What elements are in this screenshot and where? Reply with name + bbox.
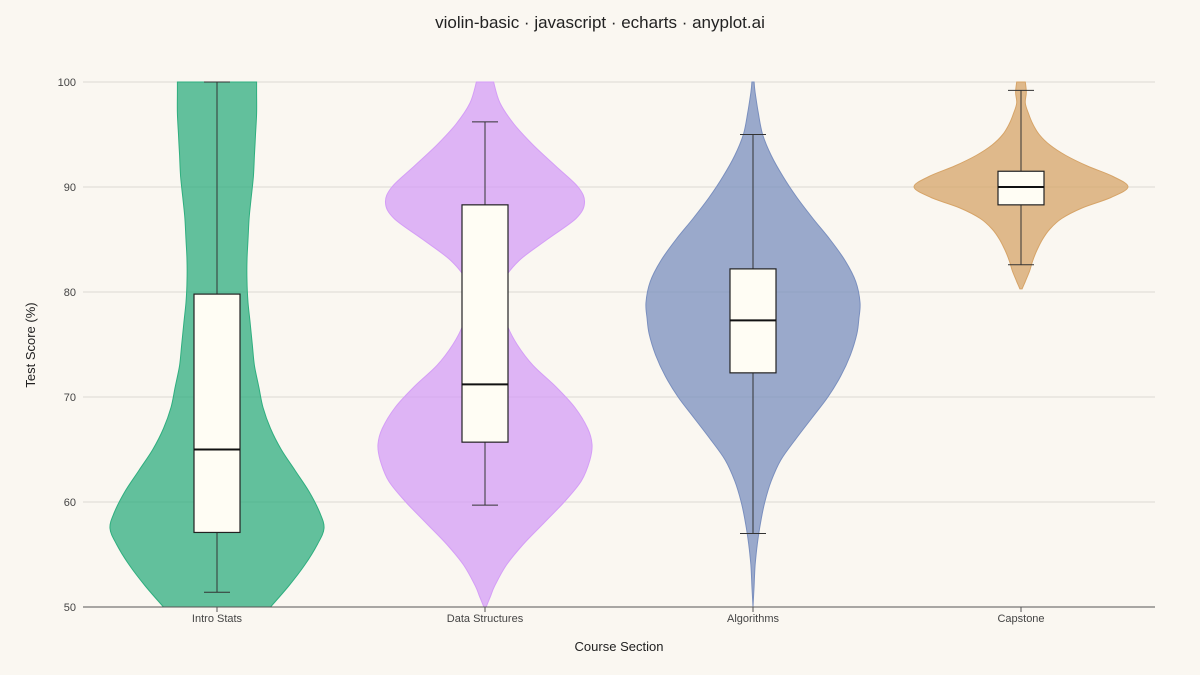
box-iqr (193, 293, 241, 534)
boxplots (193, 81, 1045, 593)
x-tick-label: Intro Stats (192, 613, 243, 625)
y-tick-label: 90 (64, 182, 76, 194)
x-axis-label: Course Section (575, 639, 664, 654)
y-tick-label: 50 (64, 602, 76, 614)
y-tick-labels: 50 60 70 80 90 100 (58, 77, 76, 614)
x-tick-labels: Intro Stats Data Structures Algorithms Caps… (192, 607, 1045, 625)
violins (109, 81, 1129, 608)
y-tick-label: 80 (64, 287, 76, 299)
box-iqr (997, 170, 1045, 206)
y-tick-label: 100 (58, 77, 76, 89)
chart-title: violin-basic · javascript · echarts · an… (435, 13, 765, 32)
x-tick-label: Data Structures (447, 613, 524, 625)
x-tick-label: Algorithms (727, 613, 779, 625)
y-tick-label: 60 (64, 497, 76, 509)
y-axis-label: Test Score (%) (23, 302, 38, 387)
box-iqr (461, 204, 509, 443)
x-tick-label: Capstone (997, 613, 1044, 625)
y-tick-label: 70 (64, 392, 76, 404)
